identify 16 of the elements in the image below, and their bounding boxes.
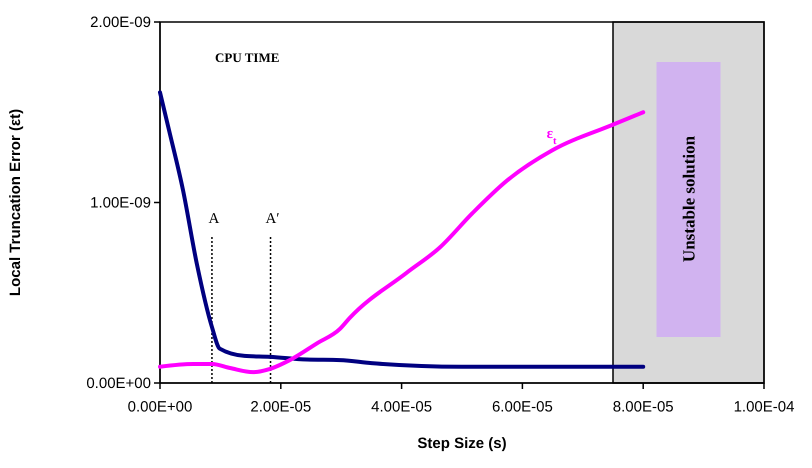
x-tick-label: 8.00E-05	[612, 398, 674, 416]
x-tick-label: 2.00E-05	[250, 398, 312, 416]
x-tick-label: 6.00E-05	[492, 398, 553, 416]
y-tick-label: 1.00E-09	[90, 194, 151, 212]
x-tick-label: 1.00E-04	[734, 398, 794, 416]
series-label: ε$_{t}$	[546, 126, 558, 147]
annotation: CPU TIME	[215, 50, 280, 65]
ref-line-label: A′	[265, 210, 280, 227]
y-axis-title: Local Truncation Error (εt)	[7, 108, 24, 296]
y-tick-label: 2.00E-09	[90, 14, 151, 31]
x-tick-label: 4.00E-05	[371, 398, 432, 416]
band-label: Unstable solution	[680, 135, 698, 262]
x-tick-label: 0.00E+00	[128, 398, 192, 416]
y-tick-label: 0.00E+00	[86, 374, 151, 392]
ref-line-label: A	[208, 210, 220, 227]
x-axis-title: Step Size (s)	[417, 435, 507, 452]
